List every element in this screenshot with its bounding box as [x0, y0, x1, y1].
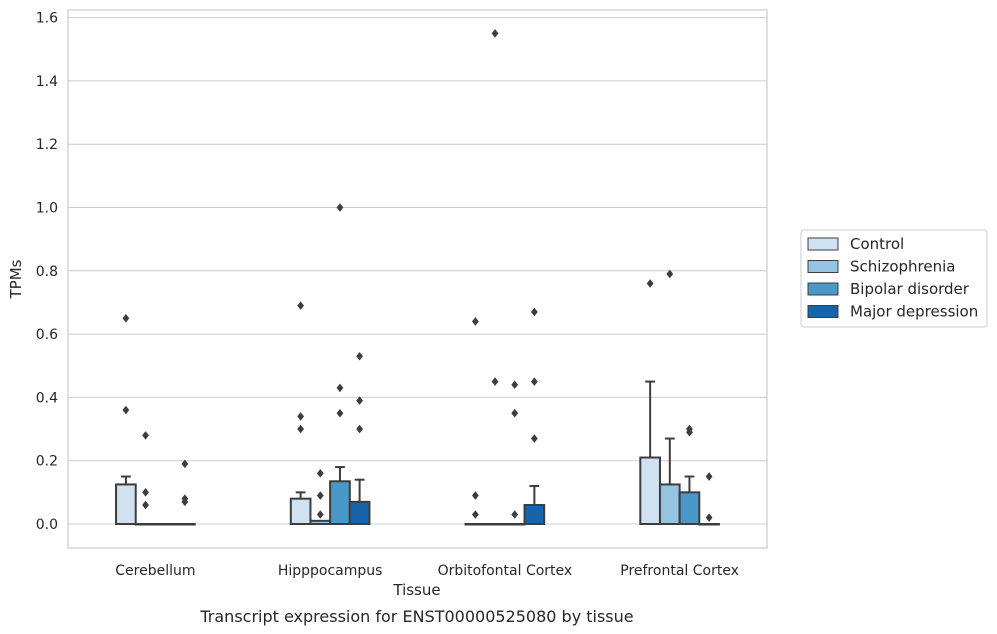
outlier-point: [686, 424, 693, 434]
outlier-point: [491, 29, 499, 38]
y-tick-label: 0.8: [36, 264, 58, 280]
outlier-point: [181, 494, 189, 503]
chart-caption: Transcript expression for ENST0000052508…: [199, 607, 633, 626]
box-2-1: [484, 29, 506, 526]
legend-swatch: [807, 237, 839, 251]
outlier-point: [297, 301, 305, 310]
x-axis-label: Tissue: [392, 581, 440, 599]
box-3-1: [658, 269, 681, 525]
outlier-point: [530, 377, 538, 386]
x-tick-label: Cerebellum: [115, 563, 195, 579]
legend-label: Schizophrenia: [850, 258, 955, 276]
y-tick-label: 0.4: [36, 390, 58, 406]
legend: Control Schizophrenia Bipolar disorder Majo…: [800, 229, 988, 328]
y-tick-label: 0.2: [36, 454, 58, 470]
outlier-point: [181, 459, 189, 469]
outlier-point: [511, 510, 519, 519]
outlier-point: [705, 513, 713, 522]
outlier-point: [471, 510, 479, 519]
outlier-point: [316, 469, 324, 478]
legend-label: Major depression: [850, 303, 978, 321]
outlier-point: [336, 203, 344, 212]
box-0-2: [154, 523, 177, 526]
box-3-2: [678, 424, 701, 526]
plot-frame: [67, 9, 768, 549]
box-series: [115, 29, 720, 526]
legend-frame: [800, 229, 988, 328]
gridlines: [68, 17, 767, 525]
box-2-2: [503, 380, 526, 526]
box: [348, 500, 371, 526]
outlier-point: [471, 317, 479, 326]
box-0-3: [174, 459, 196, 526]
outlier-point: [316, 491, 324, 500]
outlier-point: [705, 472, 713, 481]
x-tick-label: Orbitofontal Cortex: [438, 563, 573, 579]
outlier-point: [356, 351, 364, 361]
outlier-point: [511, 380, 519, 390]
y-tick-label: 1.4: [36, 74, 58, 90]
outlier-point: [530, 434, 538, 443]
y-tick-label: 1.0: [36, 201, 58, 217]
box: [639, 456, 661, 525]
outlier-point: [122, 313, 130, 323]
y-tick-label: 1.6: [36, 11, 58, 27]
outlier-point: [122, 405, 130, 415]
outlier-point: [491, 377, 499, 386]
box-1-1: [309, 469, 332, 526]
box-0-1: [134, 431, 157, 526]
box: [678, 491, 701, 526]
y-tick-label: 1.2: [36, 137, 58, 153]
outlier-point: [297, 424, 305, 434]
box: [658, 483, 681, 525]
outlier-point: [336, 408, 344, 418]
y-tick-label: 0.6: [36, 327, 58, 343]
y-axis-label: TPMs: [7, 259, 25, 299]
outlier-point: [316, 510, 324, 519]
box-0-0: [115, 313, 137, 525]
outlier-point: [511, 408, 519, 418]
outlier-point: [336, 383, 344, 393]
outlier-point: [646, 279, 654, 288]
box-1-2: [329, 203, 351, 525]
outlier-point: [356, 424, 364, 434]
box: [115, 483, 137, 525]
outlier-point: [471, 491, 479, 500]
outlier-point: [142, 488, 149, 497]
legend-label: Control: [850, 235, 904, 253]
outlier-point: [666, 269, 674, 279]
outlier-point: [530, 307, 538, 317]
box-3-0: [639, 279, 661, 525]
box: [523, 504, 546, 526]
legend-swatch: [807, 305, 839, 318]
legend-swatch: [807, 282, 839, 296]
box-1-3: [348, 351, 371, 526]
x-tick-label: Prefrontal Cortex: [620, 563, 739, 579]
box: [289, 497, 312, 525]
legend-swatch: [807, 260, 839, 273]
box-1-0: [289, 301, 312, 525]
outlier-point: [297, 412, 305, 421]
box-3-3: [698, 472, 720, 526]
legend-label: Bipolar disorder: [850, 280, 970, 298]
box: [329, 480, 351, 525]
box-2-0: [464, 317, 487, 526]
outlier-point: [142, 431, 149, 440]
box-2-3: [523, 307, 546, 526]
outlier-point: [356, 396, 364, 405]
y-tick-label: 0.0: [36, 517, 58, 533]
x-tick-labels: Cerebellum Hipppocampus Orbitofontal Corte…: [115, 563, 739, 579]
x-tick-label: Hipppocampus: [278, 563, 383, 579]
outlier-point: [142, 500, 149, 510]
y-tick-labels: 0.0 0.2 0.4 0.6 0.8 1.0 1.2 1.4 1.6: [36, 11, 58, 533]
